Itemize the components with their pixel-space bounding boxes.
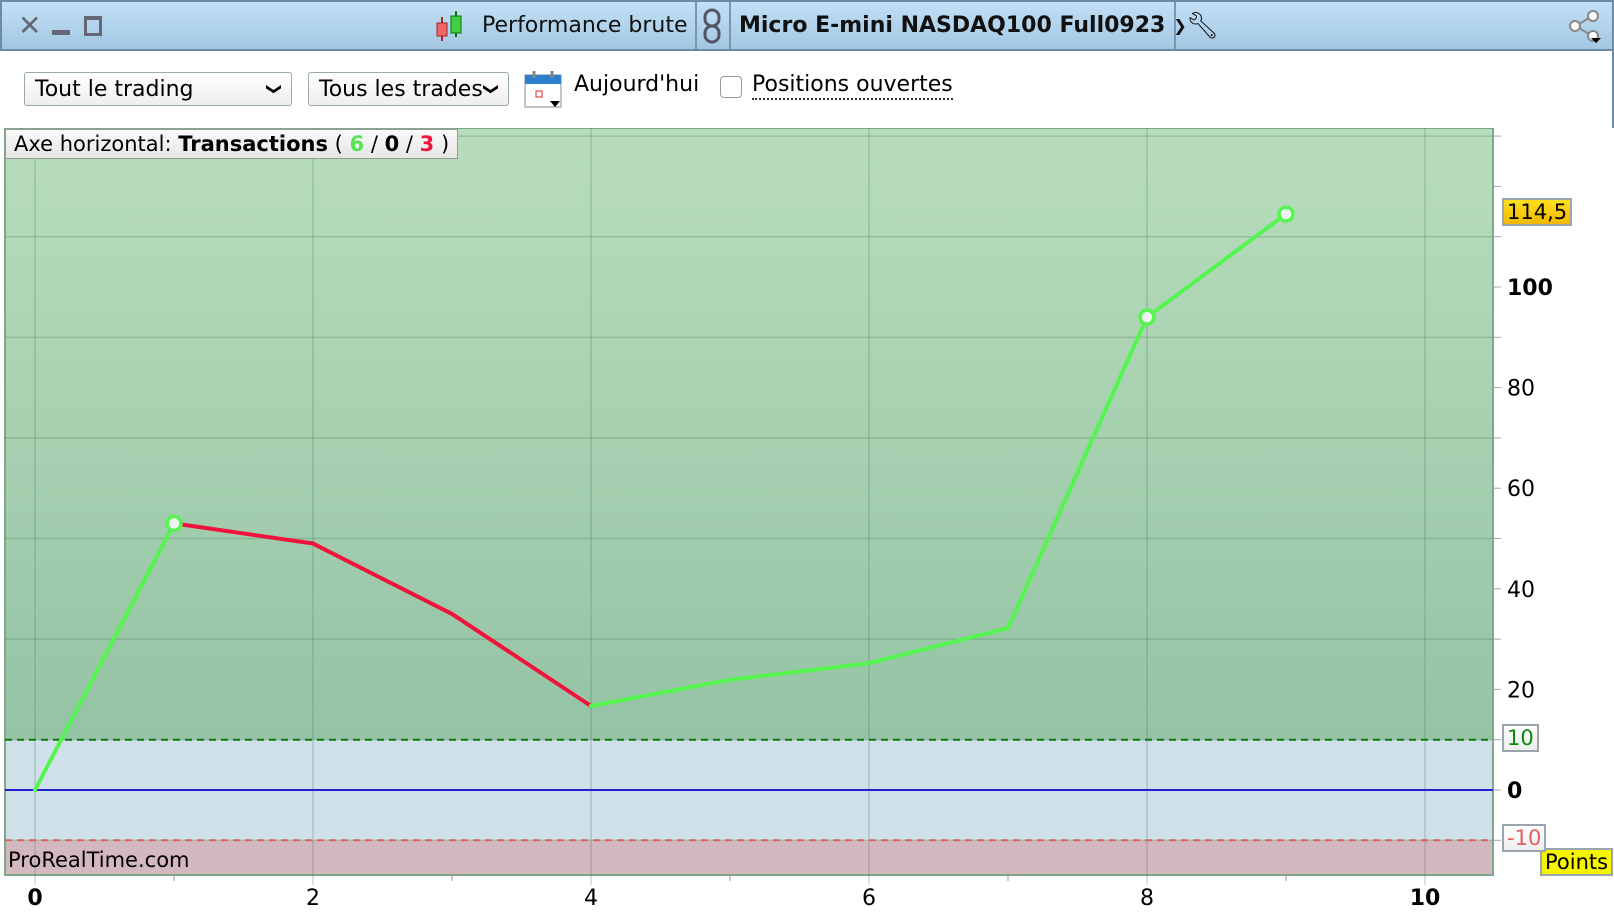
x-tick-label: 0 <box>27 886 42 911</box>
candlestick-icon <box>434 2 466 49</box>
trades-select-value: Tous les trades <box>319 76 483 102</box>
link-icon[interactable] <box>702 2 722 49</box>
chevron-down-icon: ❯ <box>265 82 284 96</box>
y-tick-label: 40 <box>1507 578 1535 603</box>
equity-segment <box>450 611 593 708</box>
x-tick-label: 2 <box>306 886 320 911</box>
legend-sep: / <box>399 132 420 156</box>
equity-segment <box>867 626 1010 666</box>
period-select-value: Tout le trading <box>35 76 194 102</box>
maximize-icon[interactable] <box>84 2 102 49</box>
y-zero-label: 0 <box>1507 779 1522 804</box>
equity-segment <box>1145 212 1288 320</box>
close-icon[interactable]: ✕ <box>18 9 42 42</box>
legend-sep: / <box>364 132 385 156</box>
loss-zone <box>5 840 1493 875</box>
plot-border <box>4 128 1494 876</box>
equity-segment <box>172 521 315 546</box>
x-tick-label: 6 <box>862 886 876 911</box>
y-tick-label: 100 <box>1507 276 1553 301</box>
share-icon[interactable] <box>1567 2 1603 49</box>
instrument-selector[interactable]: Micro E-mini NASDAQ100 Full0923 ❯ <box>739 2 1187 49</box>
win-zone <box>5 128 1493 740</box>
open-positions-label[interactable]: Positions ouvertes <box>752 72 953 100</box>
instrument-name: Micro E-mini NASDAQ100 Full0923 <box>739 13 1166 38</box>
window-title: Performance brute <box>482 13 688 38</box>
legend-prefix: Axe horizontal: <box>14 132 179 156</box>
upper-threshold-label: 10 <box>1502 723 1539 752</box>
period-select[interactable]: Tout le trading ❯ <box>24 72 292 106</box>
watermark: ProRealTime.com <box>8 848 190 872</box>
equity-segment <box>33 521 176 792</box>
last-value-label: 114,5 <box>1502 198 1573 227</box>
equity-segment <box>1006 315 1149 631</box>
legend-losses: 3 <box>419 132 435 156</box>
chevron-down-icon: ❯ <box>1173 16 1187 35</box>
x-tick-label: 4 <box>584 886 598 911</box>
calendar-icon[interactable] <box>524 69 564 113</box>
title-bar: ✕ Performance brute Micro E-mini NASDAQ1… <box>0 0 1614 51</box>
legend-wins: 6 <box>349 132 365 156</box>
trade-marker <box>1277 205 1295 223</box>
wrench-icon[interactable]: 🔧︎ <box>1186 10 1220 41</box>
equity-segment <box>311 541 454 616</box>
open-positions-checkbox[interactable] <box>720 76 742 98</box>
toolbar: Tout le trading ❯ Tous les trades ❯ Aujour… <box>0 51 1614 128</box>
horizontal-axis-legend: Axe horizontal: Transactions ( 6 / 0 / 3… <box>5 129 459 159</box>
legend-neutral: 0 <box>384 132 400 156</box>
x-tick-label: 10 <box>1410 886 1441 911</box>
y-tick-label: 80 <box>1507 377 1535 402</box>
date-label[interactable]: Aujourd'hui <box>574 72 700 97</box>
equity-segment <box>728 661 871 682</box>
y-tick-label: 20 <box>1507 678 1535 703</box>
equity-segment <box>589 677 732 708</box>
trades-select[interactable]: Tous les trades ❯ <box>308 72 509 106</box>
minimize-icon[interactable] <box>52 2 70 49</box>
legend-paren: ) <box>434 132 450 156</box>
x-tick-label: 8 <box>1140 886 1154 911</box>
legend-paren: ( <box>327 132 350 156</box>
trade-marker <box>1138 308 1156 326</box>
chevron-down-icon: ❯ <box>482 82 501 96</box>
y-tick-label: 60 <box>1507 477 1535 502</box>
lower-threshold-label: -10 <box>1502 824 1547 853</box>
trade-marker <box>165 514 183 533</box>
legend-axis-name: Transactions <box>178 132 328 156</box>
units-label: Points <box>1540 848 1614 876</box>
